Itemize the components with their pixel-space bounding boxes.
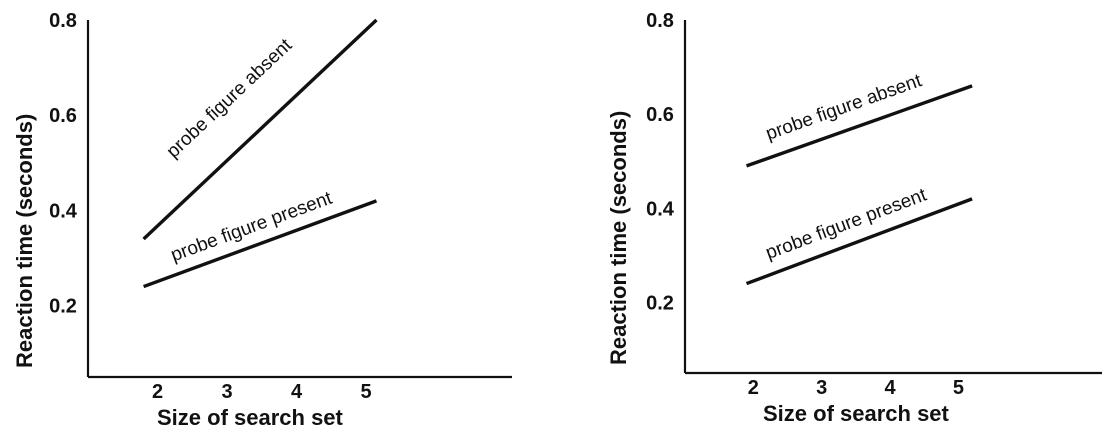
- x-tick-label: 4: [291, 381, 303, 403]
- x-tick-label: 2: [748, 377, 759, 399]
- series-line: [745, 197, 973, 286]
- x-tick-label: 2: [152, 381, 163, 403]
- y-axis-title: Reaction time (seconds): [606, 111, 631, 365]
- y-tick-label: 0.8: [49, 10, 77, 32]
- series-label: probe figure absent: [763, 70, 925, 145]
- y-tick-label: 0.6: [646, 104, 674, 126]
- y-tick-label: 0.8: [646, 10, 674, 32]
- x-tick-label: 4: [885, 377, 897, 399]
- series-line: [142, 18, 378, 241]
- y-tick-label: 0.2: [646, 292, 674, 314]
- series-line: [745, 84, 973, 168]
- x-tick-label: 3: [816, 377, 827, 399]
- x-axis-title: Size of search set: [763, 401, 950, 426]
- y-tick-label: 0.4: [646, 198, 675, 220]
- series-line: [143, 199, 378, 289]
- y-tick-label: 0.4: [49, 200, 78, 222]
- y-tick-label: 0.2: [49, 296, 77, 318]
- x-tick-label: 3: [221, 381, 232, 403]
- y-tick-label: 0.6: [49, 105, 77, 127]
- x-tick-label: 5: [360, 381, 371, 403]
- x-tick-label: 5: [953, 377, 964, 399]
- y-axis-title: Reaction time (seconds): [12, 114, 37, 368]
- series-label: probe figure absent: [163, 34, 297, 162]
- x-axis-title: Size of search set: [157, 405, 344, 430]
